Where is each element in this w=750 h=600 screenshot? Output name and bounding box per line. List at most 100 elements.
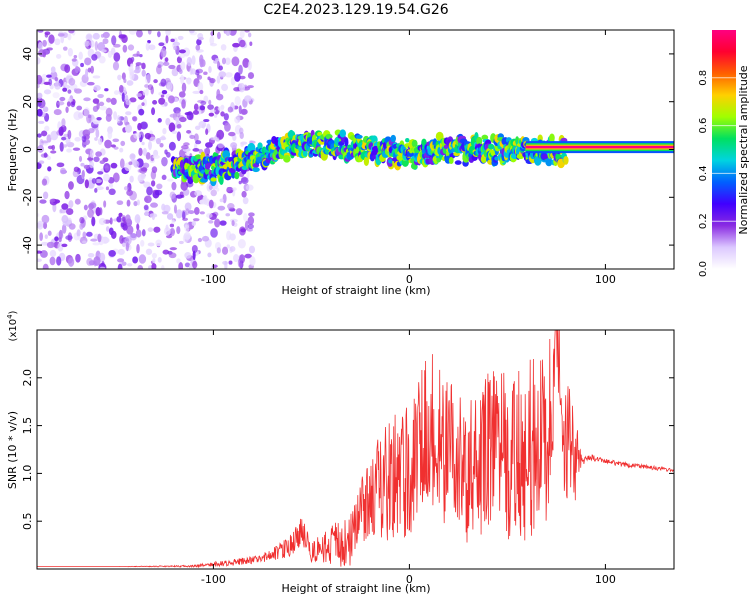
spectrogram-noise-cell	[78, 155, 83, 162]
spectrogram-noise-cell	[62, 46, 68, 51]
spectrogram-noise-cell	[38, 160, 45, 165]
spectrogram-noise-cell	[44, 125, 50, 132]
spectrogram-noise-cell	[225, 213, 231, 217]
spectrogram-noise-cell	[216, 187, 220, 192]
spectrogram-noise-cell	[182, 233, 189, 243]
spectrogram-noise-cell	[189, 30, 195, 34]
spectrogram-noise-cell	[85, 33, 93, 41]
spectrogram-noise-cell	[169, 191, 176, 199]
spectrogram-noise-cell	[163, 101, 168, 107]
spectrogram-noise-cell	[142, 162, 150, 169]
spectrogram-noise-cell	[221, 246, 229, 255]
spectrogram-noise-cell	[176, 56, 182, 64]
spectrogram-noise-cell	[186, 111, 194, 121]
spectrogram-noise-cell	[171, 130, 178, 135]
spectrogram-noise-cell	[128, 161, 133, 166]
spectrogram-noise-cell	[178, 240, 184, 245]
spectrogram-ridge-cell	[339, 129, 347, 138]
spectrogram-noise-cell	[37, 83, 40, 89]
spectrogram-noise-cell	[199, 58, 204, 68]
spectrogram-x-ticks: -100 0 100	[201, 30, 616, 286]
spectrogram-noise-cell	[102, 31, 110, 39]
spectrogram-noise-cell	[62, 87, 68, 92]
spectrogram-noise-cell	[49, 256, 56, 266]
spectrogram-noise-cell	[163, 61, 170, 66]
spectrogram-noise-cell	[166, 81, 173, 91]
spectrogram-noise-cell	[145, 87, 149, 96]
spectrogram-noise-cell	[247, 72, 255, 80]
spectrogram-noise-cell	[175, 209, 183, 219]
colorbar-ticks: 0.0 0.2 0.4 0.6 0.8	[698, 70, 736, 277]
spectrogram-noise-cell	[150, 202, 158, 208]
spectrogram-noise-cell	[88, 202, 97, 209]
spectrogram-noise-cell	[85, 68, 89, 78]
snr-y-label: SNR (10 * v/v)	[6, 411, 19, 489]
spectrogram-ridge-cell	[192, 173, 200, 184]
spectrogram-noise-cell	[65, 137, 71, 145]
spectrogram-noise-cell	[169, 247, 178, 251]
spectrogram-noise-cell	[82, 231, 87, 239]
spectrogram-noise-cell	[144, 211, 150, 216]
spectrogram-noise-cell	[87, 253, 95, 258]
spectrogram-noise-cell	[136, 30, 143, 38]
spectrogram-noise-cell	[46, 155, 51, 161]
spectrogram-noise-cell	[234, 72, 241, 82]
spectrogram-noise-cell	[123, 186, 129, 191]
spectrogram-noise-cell	[165, 30, 171, 36]
spectrogram-noise-cell	[183, 142, 190, 146]
spectrogram-noise-cell	[140, 167, 148, 172]
spectrogram-noise-cell	[143, 204, 149, 211]
spectrogram-noise-cell	[113, 90, 120, 95]
spectrogram-noise-cell	[92, 75, 101, 79]
spectrogram-noise-cell	[68, 200, 74, 209]
spectrogram-noise-cell	[118, 34, 127, 39]
spectrogram-noise-cell	[77, 235, 81, 241]
spectrogram-noise-cell	[80, 162, 85, 167]
spectrogram-noise-cell	[81, 135, 87, 143]
spectrogram-noise-cell	[247, 60, 252, 71]
spectrogram-noise-cell	[121, 72, 126, 80]
spectrogram-noise-cell	[76, 105, 83, 111]
spectrogram-noise-cell	[181, 99, 186, 109]
spectrogram-noise-cell	[227, 106, 234, 113]
spectrogram-noise-cell	[238, 82, 246, 93]
spectrogram-noise-cell	[232, 187, 237, 191]
spectrogram-noise-cell	[237, 239, 246, 249]
spectrogram-noise-cell	[67, 98, 72, 102]
spectrogram-noise-cell	[203, 71, 208, 76]
spectrogram-noise-cell	[242, 197, 249, 205]
spectrogram-noise-cell	[219, 220, 227, 226]
spectrogram-noise-cell	[136, 243, 140, 254]
spectrogram-noise-cell	[158, 97, 166, 105]
spectrogram-noise-cell	[125, 242, 129, 252]
spectrogram-noise-cell	[155, 239, 162, 247]
spectrogram-noise-cell	[246, 228, 253, 232]
spectrogram-noise-cell	[39, 232, 43, 241]
spectrogram-noise-cell	[141, 102, 145, 106]
spectrogram-noise-cell	[132, 116, 138, 122]
spectrogram-ridge-cell	[481, 134, 489, 141]
spectrogram-noise-cell	[112, 172, 120, 183]
spectrogram-noise-cell	[178, 261, 184, 269]
spectrogram-noise-cell	[151, 107, 156, 116]
spectrogram-noise-cell	[50, 150, 57, 154]
spectrogram-noise-cell	[37, 74, 43, 85]
spectrogram-noise-cell	[42, 191, 49, 200]
spectrogram-noise-cell	[241, 190, 247, 198]
spectrogram-noise-cell	[67, 257, 75, 267]
spectrogram-noise-cell	[161, 265, 165, 269]
spectrogram-noise-cell	[212, 137, 220, 141]
spectrogram-noise-cell	[214, 218, 221, 228]
spectrogram-noise-cell	[171, 68, 179, 77]
spectrogram-noise-cell	[208, 199, 214, 209]
spectrogram-noise-cell	[83, 107, 90, 118]
spectrogram-noise-cell	[92, 98, 100, 104]
spectrogram-noise-cell	[37, 57, 41, 65]
spectrogram-noise-cell	[168, 252, 177, 259]
spectrogram-noise-cell	[68, 223, 76, 230]
spectrogram-ridge-cell	[241, 165, 248, 171]
spectrogram-noise-cell	[120, 222, 125, 228]
spectrogram-x-tick-label: -100	[201, 273, 226, 286]
spectrogram-noise-cell	[43, 152, 48, 158]
spectrogram-noise-cell	[180, 61, 186, 71]
